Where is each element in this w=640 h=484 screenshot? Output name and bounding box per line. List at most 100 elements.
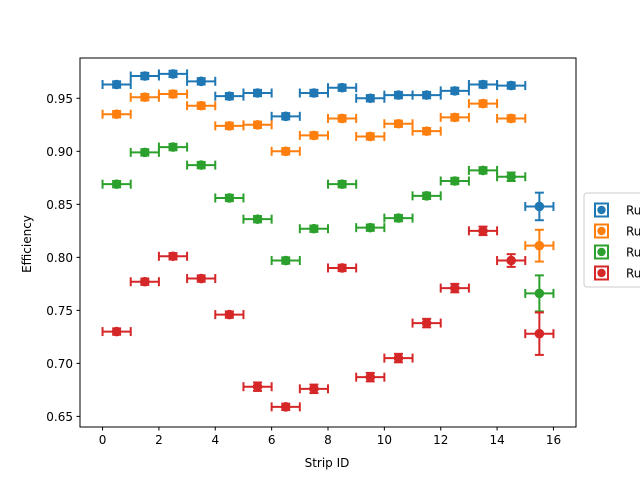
data-point — [496, 113, 527, 124]
data-marker — [365, 222, 376, 233]
data-marker — [140, 147, 150, 158]
data-marker — [534, 328, 545, 339]
data-point — [467, 165, 499, 176]
legend-label: Ru — [626, 246, 640, 260]
data-point — [327, 82, 358, 93]
y-tick-label: 0.65 — [46, 410, 73, 424]
legend-entry: Ru — [594, 244, 640, 260]
legend-label: Ru — [626, 267, 640, 281]
data-marker — [280, 255, 291, 266]
data-marker — [337, 263, 347, 273]
data-point — [524, 228, 555, 263]
axes: 0 2 4 6 8 10 12 14 16 0.65 0.70 0.75 0.80 0.85 0.90 0.9… — [46, 57, 577, 447]
data-point — [383, 352, 414, 364]
data-point — [298, 130, 329, 141]
data-point — [496, 253, 527, 268]
data-point — [467, 98, 499, 109]
data-point — [186, 273, 217, 284]
legend: Ru Ru Ru Ru — [583, 192, 640, 288]
series-1 — [101, 69, 555, 222]
data-marker — [168, 89, 178, 99]
data-point — [214, 193, 245, 203]
data-marker — [421, 90, 432, 100]
data-point — [157, 89, 189, 99]
data-marker — [140, 71, 150, 81]
data-point — [214, 121, 245, 131]
series-2 — [101, 89, 555, 263]
data-marker — [111, 109, 122, 119]
data-marker — [365, 93, 376, 104]
data-marker — [421, 126, 432, 136]
legend-entry: Ru — [594, 265, 640, 281]
data-marker — [168, 251, 178, 262]
plot-area — [101, 69, 555, 412]
x-tick-label: 8 — [324, 433, 332, 447]
legend-label: Ru — [626, 225, 640, 239]
data-point — [524, 274, 555, 313]
data-point — [327, 179, 358, 189]
x-tick-label: 12 — [433, 433, 448, 447]
data-point — [129, 276, 160, 287]
data-marker — [140, 276, 150, 287]
data-marker — [393, 118, 404, 129]
data-marker — [196, 100, 206, 111]
series-3 — [101, 142, 555, 313]
data-marker — [450, 283, 460, 293]
legend-swatch-marker — [597, 205, 606, 215]
data-point — [186, 100, 217, 111]
data-point — [327, 113, 358, 124]
data-point — [242, 214, 273, 224]
data-point — [383, 118, 414, 129]
data-point — [101, 179, 132, 189]
legend-swatch-marker — [597, 226, 606, 236]
data-marker — [196, 160, 206, 170]
data-marker — [224, 193, 235, 203]
data-point — [157, 251, 189, 262]
y-tick-label: 0.80 — [46, 251, 73, 265]
data-point — [439, 282, 470, 294]
data-point — [411, 90, 442, 100]
data-point — [355, 131, 386, 142]
data-marker — [168, 142, 178, 152]
data-marker — [224, 121, 235, 131]
data-point — [270, 146, 301, 157]
data-marker — [252, 214, 263, 224]
data-point — [439, 112, 470, 123]
data-point — [496, 171, 527, 182]
data-marker — [337, 113, 347, 124]
data-marker — [309, 88, 319, 98]
data-marker — [534, 240, 545, 251]
y-axis-label: Efficiency — [20, 215, 34, 273]
data-marker — [450, 112, 460, 123]
data-marker — [280, 146, 291, 157]
data-point — [129, 147, 160, 158]
legend-label: Ru — [626, 204, 640, 218]
data-marker — [534, 288, 545, 299]
data-point — [439, 176, 470, 186]
data-marker — [450, 176, 460, 186]
data-marker — [252, 381, 263, 392]
legend-swatch-marker — [597, 268, 606, 278]
y-tick-label: 0.75 — [46, 304, 73, 318]
legend-swatch-box — [594, 244, 609, 260]
data-marker — [309, 223, 319, 234]
y-tick-label: 0.90 — [46, 145, 73, 159]
data-marker — [252, 120, 263, 130]
data-point — [298, 223, 329, 234]
data-point — [242, 381, 273, 392]
data-point — [524, 311, 555, 356]
data-marker — [111, 79, 122, 90]
data-point — [327, 263, 358, 273]
data-point — [467, 79, 499, 90]
data-marker — [111, 179, 122, 189]
data-marker — [224, 91, 235, 101]
data-marker — [421, 318, 432, 328]
data-marker — [280, 111, 291, 122]
data-point — [101, 79, 132, 90]
data-marker — [337, 82, 347, 93]
data-point — [157, 142, 189, 152]
data-point — [411, 126, 442, 136]
data-point — [242, 88, 273, 98]
